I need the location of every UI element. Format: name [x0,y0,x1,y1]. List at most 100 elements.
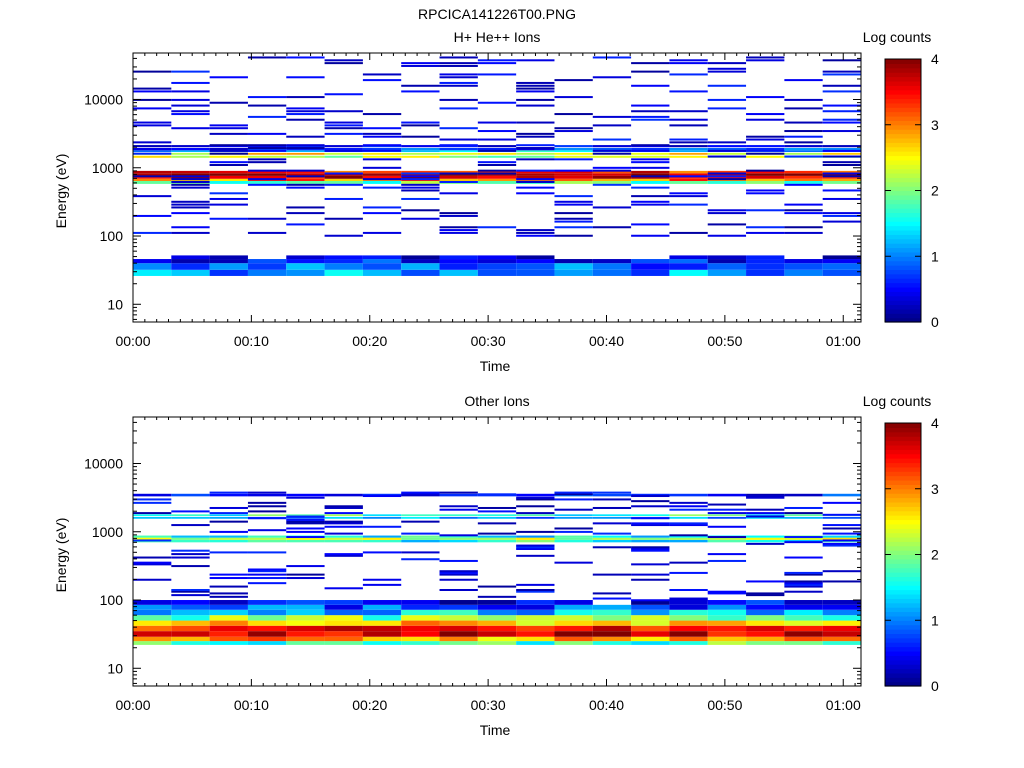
spectrogram-cell [247,161,287,164]
spectrogram-cell [439,212,478,215]
spectrogram-cell [707,636,747,642]
spectrogram-cell [439,600,478,605]
spectrogram-cell [554,609,593,616]
spectrogram-cell [746,495,785,498]
spectrogram-cell [784,121,823,124]
spectrogram-cell [784,259,823,264]
spectrogram-cell [822,145,861,148]
spectrogram-cell [324,145,363,148]
spectrogram-cell [669,195,708,198]
spectrogram-cell [477,255,517,260]
spectrogram-cell [707,234,747,237]
spectrogram-cell [209,155,248,158]
spectrogram-cell [669,615,708,621]
colorbar-swatch [885,120,921,126]
spectrogram-cell [707,525,747,528]
colorbar-swatch [885,225,921,231]
colorbar-swatch [885,576,921,582]
spectrogram-cell [592,539,632,543]
spectrogram-cell [401,175,440,179]
colorbar-swatch [885,203,921,209]
spectrogram-cell [516,169,555,172]
spectrogram-cell [286,169,325,172]
spectrogram-cell [631,505,670,508]
colorbar-swatch [885,317,921,323]
spectrogram-cell [171,226,210,229]
spectrogram-cell [362,631,402,637]
spectrogram-cell [554,96,593,99]
spectrogram-cell [516,269,555,276]
spectrogram-cell [477,155,517,158]
spectrogram-cell [209,625,248,632]
spectrogram-cell [516,147,555,150]
spectrogram-cell [401,90,440,93]
spectrogram-cell [209,641,248,645]
spectrogram-cell [362,180,402,184]
spectrogram-cell [362,615,402,621]
spectrogram-cell [171,537,210,540]
spectrogram-cell [477,164,517,167]
spectrogram-cell [669,147,708,151]
spectrogram-cell [209,535,248,538]
spectrogram-cell [554,203,593,206]
spectrogram-cell [707,155,747,158]
spectrogram-cell [669,508,708,511]
spectrogram-cell [171,203,210,206]
spectrogram-cell [477,636,517,642]
spectrogram-cell [669,493,708,497]
colorbar-swatch [885,300,921,306]
spectrogram-cell [516,178,555,181]
spectrogram-cell [822,539,861,542]
spectrogram-cell [401,172,440,175]
spectrogram-cell [516,539,555,543]
spectrogram-cell [592,493,632,497]
spectrogram-cell [707,152,747,155]
spectrogram-cell [401,620,440,626]
spectrogram-cell [516,231,555,234]
spectrogram-cell [439,152,478,155]
colorbar-swatch [885,672,921,678]
spectrogram-cell [477,59,517,62]
spectrogram-cell [822,110,861,113]
spectrogram-cell [669,180,708,184]
colorbar-swatch [885,479,921,485]
spectrogram-cell [324,234,363,237]
colorbar-swatch [885,80,921,86]
spectrogram-cell [707,516,747,519]
spectrogram-cell [362,535,402,538]
spectrogram-cell [401,145,440,148]
spectrogram-cell [439,514,478,517]
colorbar-tick-label: 4 [931,51,939,67]
spectrogram-cell [477,620,517,626]
spectrogram-cell [133,535,172,538]
spectrogram-cell [554,600,593,605]
spectrogram-cell [286,178,325,181]
spectrogram-cell [171,269,210,276]
spectrogram-cell [171,81,210,84]
spectrogram-cell [516,512,555,515]
colorbar-swatch [885,251,921,257]
colorbar-swatch [885,515,921,521]
spectrogram-cell [707,604,747,610]
spectrogram-cell [631,539,670,543]
spectrogram-cell [477,631,517,637]
spectrogram-cell [324,62,363,65]
spectrogram-cell [171,493,210,497]
spectrogram-cell [209,539,248,543]
spectrogram-cell [707,259,747,264]
spectrogram-cell [362,269,402,276]
spectrogram-cell [439,631,478,637]
colorbar-swatch [885,528,921,534]
spectrogram-cell [133,173,172,176]
spectrogram-cell [171,104,210,107]
spectrogram-cell [362,173,402,176]
spectrogram-cell [784,556,823,559]
spectrogram-cell [631,200,670,203]
spectrogram-cell [631,535,670,538]
spectrogram-cell [477,532,517,535]
spectrogram-cell [171,524,210,527]
spectrogram-cell [286,135,325,138]
spectrogram-cell [247,510,287,513]
spectrogram-cell [171,514,210,517]
spectrogram-cell [286,255,325,260]
